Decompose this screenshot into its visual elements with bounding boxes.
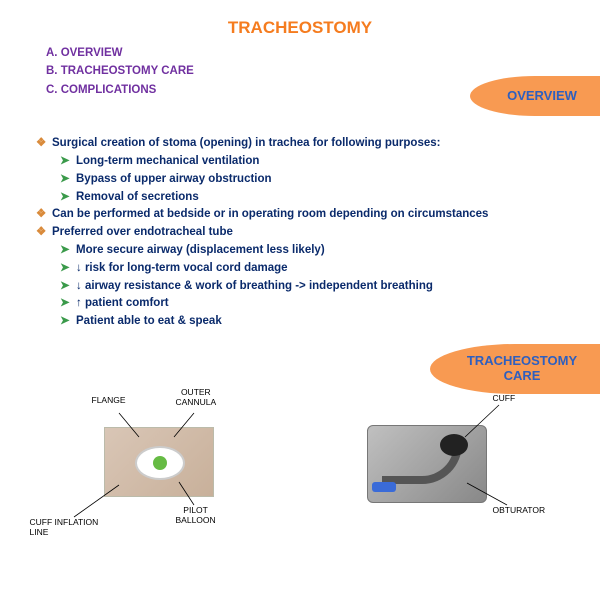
bullet-text: More secure airway (displacement less li… xyxy=(76,242,325,260)
bullet-diamond-icon: ❖ xyxy=(36,135,46,153)
bullet-text: Removal of secretions xyxy=(76,189,199,207)
bullet-text: ↓ risk for long-term vocal cord damage xyxy=(76,260,288,278)
label-outer-cannula: OUTER CANNULA xyxy=(176,387,217,407)
bullet-chevron-icon: ➤ xyxy=(60,260,70,278)
label-flange: FLANGE xyxy=(92,395,126,405)
content-overview: ❖ Surgical creation of stoma (opening) in… xyxy=(32,135,568,331)
bullet-chevron-icon: ➤ xyxy=(60,313,70,331)
bullet-text: Long-term mechanical ventilation xyxy=(76,153,259,171)
bullet-chevron-icon: ➤ xyxy=(60,171,70,189)
bullet-diamond-icon: ❖ xyxy=(36,224,46,242)
toc-item-b: B. TRACHEOSTOMY CARE xyxy=(46,62,568,80)
label-cuff: CUFF xyxy=(493,393,516,403)
diagram-row: FLANGE OUTER CANNULA PILOT BALLOON CUFF … xyxy=(32,387,568,537)
bullet-text: Bypass of upper airway obstruction xyxy=(76,171,272,189)
bullet-diamond-icon: ❖ xyxy=(36,206,46,224)
diagram-leader-lines xyxy=(34,387,294,537)
diagram-tracheostomy-insitu: FLANGE OUTER CANNULA PILOT BALLOON CUFF … xyxy=(34,387,294,537)
label-cuff-inflation-line: CUFF INFLATION LINE xyxy=(30,517,99,537)
diagram-tracheostomy-tube: CUFF OBTURATOR xyxy=(307,387,567,537)
bullet-chevron-icon: ➤ xyxy=(60,242,70,260)
bullet-text: Preferred over endotracheal tube xyxy=(52,224,233,242)
bullet-chevron-icon: ➤ xyxy=(60,153,70,171)
bullet-text: Can be performed at bedside or in operat… xyxy=(52,206,488,224)
bullet-text: Patient able to eat & speak xyxy=(76,313,222,331)
label-pilot-balloon: PILOT BALLOON xyxy=(176,505,216,525)
bullet-text: Surgical creation of stoma (opening) in … xyxy=(52,135,440,153)
badge-text: OVERVIEW xyxy=(507,89,577,104)
label-obturator: OBTURATOR xyxy=(493,505,546,515)
page-title: TRACHEOSTOMY xyxy=(32,18,568,38)
toc-item-a: A. OVERVIEW xyxy=(46,44,568,62)
badge-text-line1: TRACHEOSTOMY xyxy=(467,354,577,369)
bullet-chevron-icon: ➤ xyxy=(60,278,70,296)
badge-text-line2: CARE xyxy=(504,369,541,384)
section-badge-overview: OVERVIEW xyxy=(470,76,600,116)
bullet-text: ↓ airway resistance & work of breathing … xyxy=(76,278,433,296)
bullet-chevron-icon: ➤ xyxy=(60,189,70,207)
bullet-text: ↑ patient comfort xyxy=(76,295,169,313)
bullet-chevron-icon: ➤ xyxy=(60,295,70,313)
